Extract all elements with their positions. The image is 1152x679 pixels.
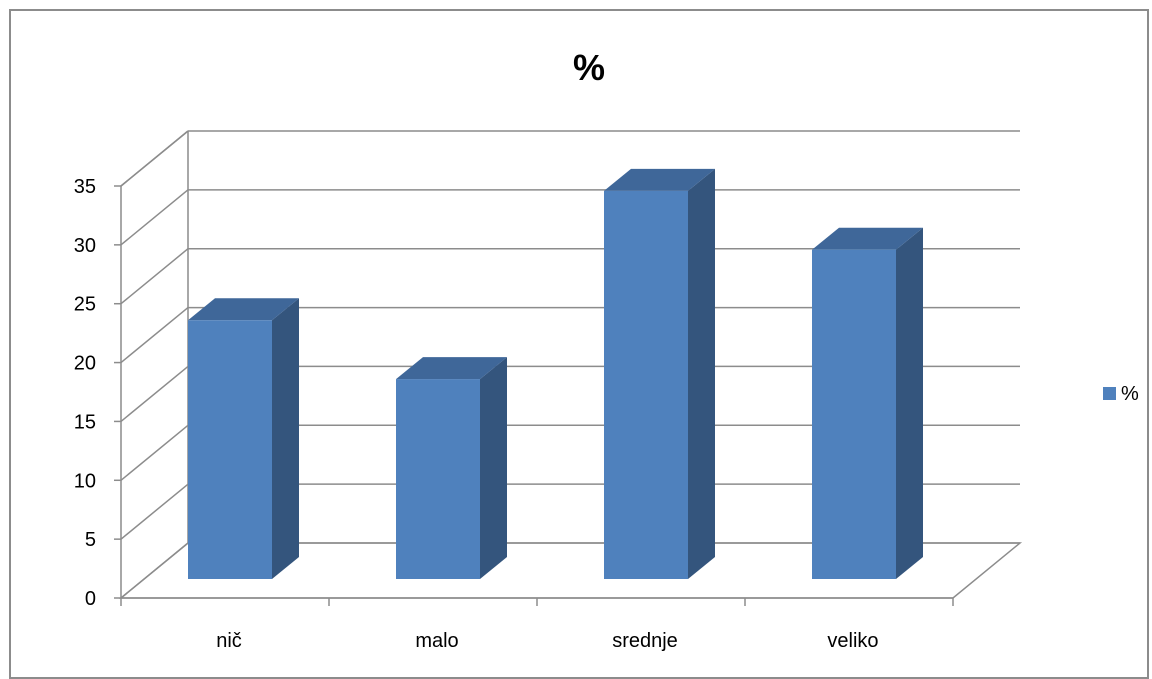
bar-side	[272, 298, 299, 579]
legend-label: %	[1121, 383, 1139, 405]
bar-front	[396, 379, 480, 579]
gridline-side	[120, 306, 189, 364]
x-tick-label: srednje	[612, 630, 678, 652]
gridline-side	[120, 483, 189, 540]
bar-side	[480, 357, 507, 579]
chart-bars	[188, 168, 923, 579]
gridline-side	[120, 248, 189, 305]
y-tick-label: 10	[74, 470, 96, 492]
chart-title: %	[573, 47, 605, 88]
bar	[188, 298, 299, 579]
bar	[396, 357, 507, 579]
y-tick-label: 25	[74, 294, 96, 316]
bar-front	[188, 320, 272, 579]
bar-top	[188, 298, 299, 321]
y-tick-label: 5	[85, 529, 96, 551]
y-tick-label: 30	[74, 235, 96, 257]
gridline-side	[120, 542, 189, 599]
bar-side	[896, 227, 923, 579]
x-tick-label: nič	[216, 630, 242, 652]
y-tick-label: 15	[74, 411, 96, 433]
gridline-side	[120, 189, 189, 246]
gridline-side	[120, 365, 189, 423]
x-tick-label: veliko	[827, 630, 878, 652]
y-tick-label: 20	[74, 353, 96, 375]
bar-top	[396, 357, 507, 380]
chart-axes: 0 5 10 15 20 25 30 35 nič malo srednje veliko	[74, 176, 954, 652]
bar-front	[812, 249, 896, 579]
y-tick-label: 35	[74, 176, 96, 198]
legend: %	[1103, 383, 1139, 405]
legend-swatch	[1103, 387, 1116, 400]
bar	[812, 227, 923, 579]
bar-top	[604, 168, 715, 191]
bar-side	[688, 168, 715, 579]
gridline-side	[120, 130, 189, 187]
gridline-side	[120, 424, 189, 481]
bar-front	[604, 190, 688, 579]
bar	[604, 168, 715, 579]
x-tick-label: malo	[415, 630, 458, 652]
y-tick-label: 0	[85, 588, 96, 610]
bar-top	[812, 227, 923, 250]
